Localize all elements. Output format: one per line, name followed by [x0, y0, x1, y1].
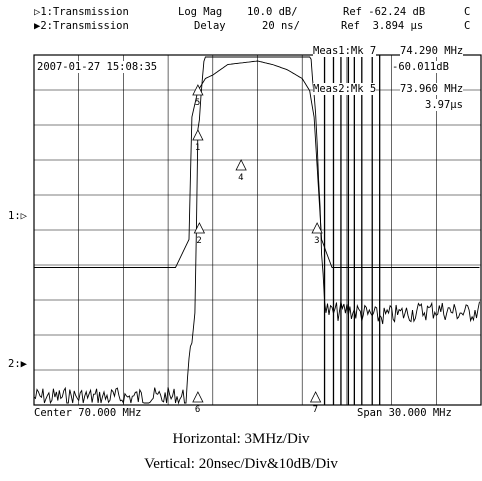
trace2-format[interactable]: Delay	[194, 20, 226, 32]
trace-spikes	[323, 55, 381, 405]
trace-logmag-line	[33, 56, 480, 405]
marker-triangle	[193, 222, 206, 234]
trace1-ref-marker: 1:▷	[8, 210, 27, 222]
trace2-ref-marker: 2:▶	[8, 358, 27, 370]
center-frequency[interactable]: Center 70.000 MHz	[34, 407, 142, 419]
trace2-reference[interactable]: Ref 3.894 μs	[341, 20, 424, 32]
trace1-scale[interactable]: 10.0 dB/	[247, 6, 298, 18]
marker-label: 2	[196, 236, 201, 246]
caption-horizontal: Horizontal: 3MHz/Div	[172, 431, 310, 447]
trace1-channel: C	[464, 6, 471, 18]
marker-label: 5	[195, 98, 200, 108]
trace-delay	[34, 60, 480, 268]
meas2-frequency: 73.960 MHz	[400, 83, 464, 95]
marker-triangle	[309, 391, 322, 403]
marker-triangle	[192, 129, 204, 141]
marker-group: 1 2 3 4 5 6 7	[192, 84, 323, 415]
caption-vertical: Vertical: 20nsec/Div&10dB/Div	[144, 456, 338, 472]
marker-label: 1	[195, 143, 200, 153]
marker-label: 3	[314, 236, 319, 246]
trace2-label[interactable]: ▶2:Transmission	[34, 20, 129, 32]
trace1-format[interactable]: Log Mag	[178, 6, 223, 18]
trace2-channel: C	[464, 20, 471, 32]
trace-logmag	[33, 56, 480, 405]
meas2-delay: 3.97μs	[425, 99, 463, 111]
marker-triangle	[311, 222, 323, 234]
span-frequency[interactable]: Span 30.000 MHz	[357, 407, 452, 419]
plot-grid	[34, 55, 481, 405]
trace1-reference[interactable]: Ref -62.24 dB	[343, 6, 426, 18]
meas1-frequency: 74.290 MHz	[400, 45, 464, 57]
marker-triangle	[235, 159, 247, 171]
marker-triangle	[192, 391, 204, 403]
marker-label: 7	[313, 405, 318, 415]
trace1-label[interactable]: ▷1:Transmission	[34, 6, 129, 18]
marker-label: 6	[195, 405, 200, 415]
trace-delay-line	[34, 60, 480, 268]
marker-triangle	[192, 84, 204, 96]
meas1-label: Meas1:Mk 7	[313, 45, 377, 57]
meas2-label: Meas2:Mk 5	[313, 83, 377, 95]
marker-label: 4	[238, 173, 243, 183]
meas1-magnitude: -60.011dB	[392, 61, 449, 73]
timestamp: 2007-01-27 15:08:35	[37, 61, 158, 73]
trace2-scale[interactable]: 20 ns/	[262, 20, 300, 32]
